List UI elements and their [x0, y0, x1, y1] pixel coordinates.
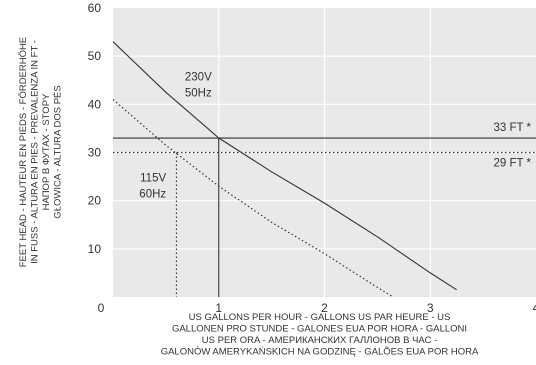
y-tick-label: 10: [88, 242, 102, 256]
reference-line-label: 33 FT *: [494, 122, 532, 134]
series-label-2: 115V: [140, 172, 166, 184]
x-tick-label: 3: [427, 301, 434, 315]
x-axis-label: US GALLONS PER HOUR - GALLONS US PAR HEU…: [161, 312, 479, 358]
y-tick-label: 40: [88, 97, 102, 111]
y-tick-label: 50: [88, 49, 102, 63]
y-axis-label-line: НАПОР В ФУТАХ - STOPY: [41, 93, 52, 210]
x-tick-label: 2: [321, 301, 328, 315]
x-tick-label: 1: [215, 301, 222, 315]
reference-lines: [113, 137, 536, 297]
x-tick-label: 0: [98, 301, 105, 315]
y-axis-label-line: FEET HEAD - HAUTEUR EN PIEDS - FÖRDERHÖH…: [18, 37, 29, 268]
series-layer: [112, 41, 457, 298]
y-tick-label: 60: [88, 1, 102, 15]
tick-labels: 0 1 2 3 4 10 20 30 40 50 60: [88, 1, 536, 315]
series-label-1: 50Hz: [185, 87, 212, 99]
series-line-2: [112, 99, 394, 298]
x-axis-label-line: US GALLONS PER HOUR - GALLONS US PAR HEU…: [189, 312, 451, 323]
series-label-1: 230V: [185, 71, 212, 83]
series-line-1: [112, 41, 457, 291]
x-axis-label-line: US PER ORA - АМЕРИКАНСКИХ ГАЛЛОНОВ В ЧАС…: [202, 335, 437, 346]
x-tick-label: 4: [533, 301, 536, 315]
x-axis-label-line: GALLONEN PRO STUNDE - GALONES EUA POR HO…: [172, 324, 467, 335]
x-axis-label-line: GALONÓW AMERYKAŃSKICH NA GODZINĘ - GALÕE…: [161, 347, 479, 358]
reference-line-label: 29 FT *: [494, 158, 532, 170]
y-axis-label: FEET HEAD - HAUTEUR EN PIEDS - FÖRDERHÖH…: [18, 37, 64, 268]
y-tick-label: 20: [88, 194, 102, 208]
y-tick-label: 30: [88, 146, 102, 160]
series-label-2: 60Hz: [139, 188, 166, 200]
y-axis-label-line: GŁOWICA - ALTURA DOS PÉS: [53, 85, 64, 218]
y-axis-label-line: IN FUSS - ALTURA EN PIES - PREVALENZA IN…: [30, 40, 41, 264]
annotations: 33 FT * 29 FT * 230V 50Hz 115V 60Hz: [139, 71, 531, 200]
